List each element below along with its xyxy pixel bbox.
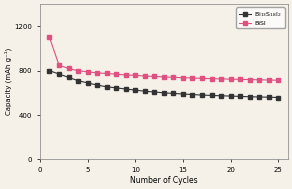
BiSI [172,76,175,78]
BiSI [277,79,280,81]
BiSI [95,72,99,74]
BiSI [200,77,204,80]
X-axis label: Number of Cycles: Number of Cycles [130,176,198,185]
Bi$_{13}$S$_{18}$I$_{2}$ [133,89,137,91]
BiSI [229,78,232,80]
Bi$_{13}$S$_{18}$I$_{2}$ [277,96,280,99]
Bi$_{13}$S$_{18}$I$_{2}$ [153,91,156,93]
BiSI [153,75,156,78]
Bi$_{13}$S$_{18}$I$_{2}$ [191,93,194,96]
BiSI [114,73,118,75]
BiSI [267,79,270,81]
Bi$_{13}$S$_{18}$I$_{2}$ [76,80,80,82]
Bi$_{13}$S$_{18}$I$_{2}$ [114,87,118,89]
BiSI [219,78,223,80]
BiSI [162,76,166,78]
Bi$_{13}$S$_{18}$I$_{2}$ [86,82,89,84]
BiSI [133,74,137,77]
Bi$_{13}$S$_{18}$I$_{2}$ [229,95,232,97]
BiSI [181,77,185,79]
BiSI [124,74,128,76]
Bi$_{13}$S$_{18}$I$_{2}$ [181,93,185,95]
Bi$_{13}$S$_{18}$I$_{2}$ [238,95,242,98]
Line: Bi$_{13}$S$_{18}$I$_{2}$: Bi$_{13}$S$_{18}$I$_{2}$ [48,69,280,99]
BiSI [210,77,213,80]
BiSI [238,78,242,81]
BiSI [76,70,80,72]
BiSI [248,78,251,81]
Bi$_{13}$S$_{18}$I$_{2}$ [172,92,175,94]
Bi$_{13}$S$_{18}$I$_{2}$ [248,96,251,98]
Line: BiSI: BiSI [48,36,280,82]
BiSI [258,79,261,81]
BiSI [48,36,51,39]
Bi$_{13}$S$_{18}$I$_{2}$ [143,90,147,92]
Bi$_{13}$S$_{18}$I$_{2}$ [124,88,128,90]
Bi$_{13}$S$_{18}$I$_{2}$ [219,95,223,97]
Bi$_{13}$S$_{18}$I$_{2}$ [67,76,70,78]
Bi$_{13}$S$_{18}$I$_{2}$ [267,96,270,98]
BiSI [57,64,61,66]
BiSI [191,77,194,79]
Bi$_{13}$S$_{18}$I$_{2}$ [162,92,166,94]
Bi$_{13}$S$_{18}$I$_{2}$ [210,94,213,97]
Y-axis label: Capacity (mAh g⁻¹): Capacity (mAh g⁻¹) [4,48,12,115]
Legend: Bi$_{13}$S$_{18}$I$_{2}$, BiSI: Bi$_{13}$S$_{18}$I$_{2}$, BiSI [236,7,285,28]
Bi$_{13}$S$_{18}$I$_{2}$ [57,73,61,75]
Bi$_{13}$S$_{18}$I$_{2}$ [95,84,99,86]
BiSI [86,71,89,73]
BiSI [105,72,108,75]
Bi$_{13}$S$_{18}$I$_{2}$ [258,96,261,98]
Bi$_{13}$S$_{18}$I$_{2}$ [200,94,204,96]
Bi$_{13}$S$_{18}$I$_{2}$ [105,86,108,88]
BiSI [67,67,70,70]
Bi$_{13}$S$_{18}$I$_{2}$ [48,70,51,72]
BiSI [143,75,147,77]
